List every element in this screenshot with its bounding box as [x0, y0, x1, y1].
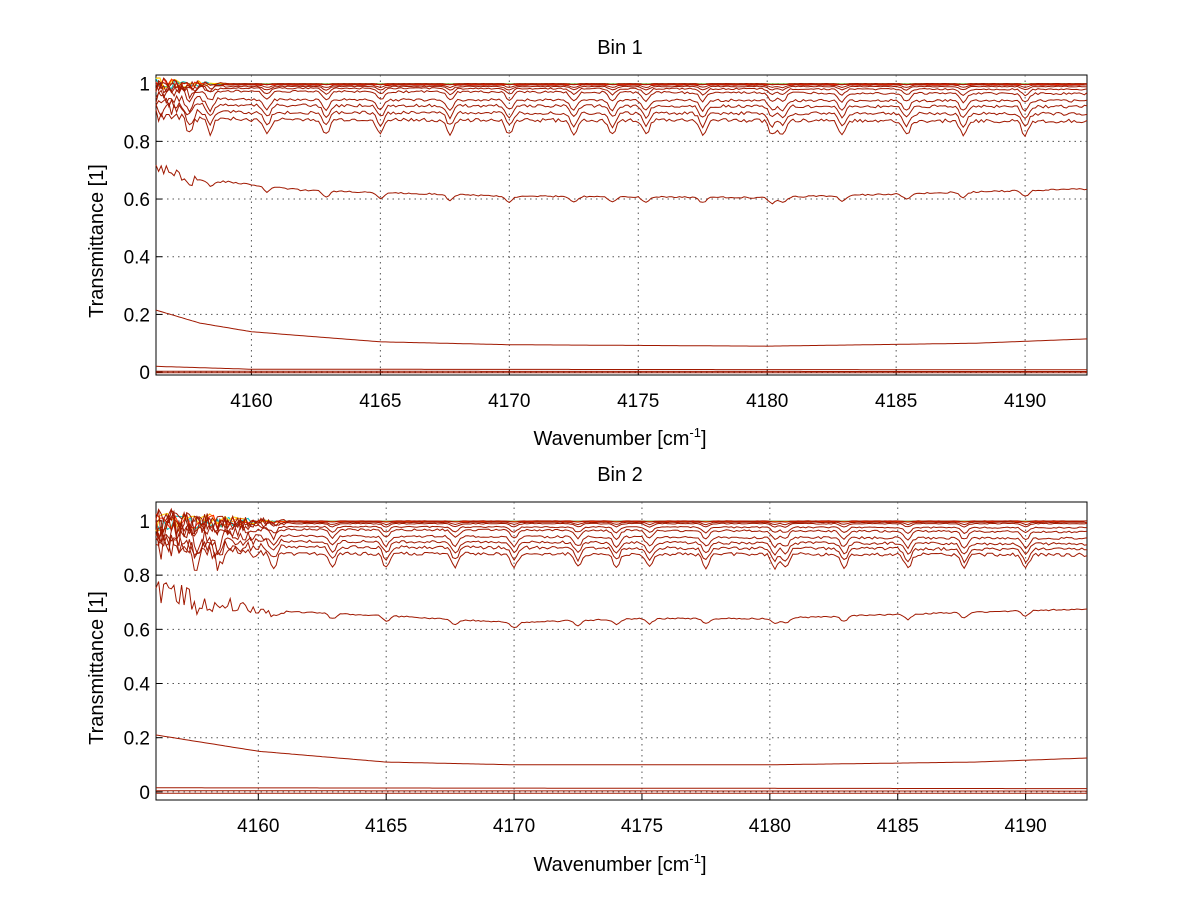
x-tick-label: 4180 [749, 816, 791, 837]
x-axis-label: Wavenumber [cm-1] [533, 425, 706, 450]
y-tick-label: 0.8 [124, 566, 150, 587]
data-lines [155, 507, 1088, 794]
x-tick-labels: 4160 4165 4170 4175 4180 4185 4190 [237, 816, 1047, 837]
series-line [155, 521, 1088, 555]
x-tick-label: 4165 [365, 816, 407, 837]
chart-title: Bin 2 [597, 464, 643, 486]
series-line [155, 86, 1088, 104]
y-tick-label: 0.2 [124, 305, 150, 326]
series-line [155, 77, 1088, 90]
data-lines [155, 77, 1088, 374]
plot-area [155, 501, 1088, 801]
series-line [155, 532, 1087, 564]
series-line [155, 533, 1088, 571]
y-tick-label: 1 [139, 75, 150, 96]
y-tick-label: 1 [139, 512, 150, 533]
y-tick-labels: 0 0.2 0.4 0.6 0.8 1 [124, 75, 151, 384]
series-line [155, 102, 1088, 129]
y-tick-label: 0.8 [124, 132, 150, 153]
series-line [156, 787, 1087, 790]
y-tick-label: 0.2 [124, 729, 150, 750]
chart-title: Bin 1 [597, 37, 643, 59]
series-line [155, 79, 1088, 93]
series-line [155, 509, 1088, 537]
series-line [155, 109, 1088, 138]
series-line [155, 164, 1088, 205]
x-tick-label: 4185 [877, 816, 919, 837]
series-line [155, 509, 1088, 536]
x-tick-label: 4190 [1004, 816, 1046, 837]
series-line [155, 507, 1088, 535]
x-tick-label: 4160 [237, 816, 279, 837]
x-tick-labels: 4160 4165 4170 4175 4180 4185 4190 [230, 391, 1046, 412]
y-axis-label: Transmittance [1] [86, 164, 108, 318]
y-tick-label: 0 [139, 363, 150, 384]
y-tick-labels: 0 0.2 0.4 0.6 0.8 1 [124, 512, 151, 804]
series-line [155, 513, 1087, 541]
x-tick-label: 4165 [359, 391, 401, 412]
subplot-bin-1: Bin 1 4160 4165 4170 4175 4180 4185 4190 00.20… [86, 37, 1088, 450]
x-tick-label: 4175 [621, 816, 663, 837]
series-line [155, 517, 1088, 543]
x-tick-label: 4190 [1004, 391, 1046, 412]
x-tick-label: 4170 [493, 816, 535, 837]
x-axis-label: Wavenumber [cm-1] [533, 851, 706, 876]
plot-area [155, 74, 1088, 376]
y-tick-label: 0.6 [124, 190, 150, 211]
series-line [155, 365, 1087, 371]
series-line [155, 532, 1088, 560]
x-tick-label: 4170 [488, 391, 530, 412]
x-tick-label: 4160 [230, 391, 272, 412]
y-tick-label: 0.4 [124, 675, 151, 696]
y-tick-label: 0.4 [124, 248, 151, 269]
y-axis-label: Transmittance [1] [86, 591, 108, 745]
series-line [155, 309, 1088, 347]
series-line [155, 91, 1088, 113]
x-tick-label: 4175 [617, 391, 659, 412]
x-tick-label: 4180 [746, 391, 788, 412]
series-line [155, 82, 1088, 100]
y-tick-label: 0 [139, 783, 150, 804]
y-tick-label: 0.6 [124, 620, 150, 641]
x-tick-label: 4185 [875, 391, 917, 412]
series-line [155, 734, 1088, 766]
grid [156, 502, 1087, 800]
series-line [155, 97, 1088, 120]
subplot-bin-2: Bin 2 4160 4165 4170 4175 4180 4185 4190 00.20… [86, 464, 1088, 876]
series-line [155, 581, 1088, 629]
series-line [155, 79, 1088, 94]
